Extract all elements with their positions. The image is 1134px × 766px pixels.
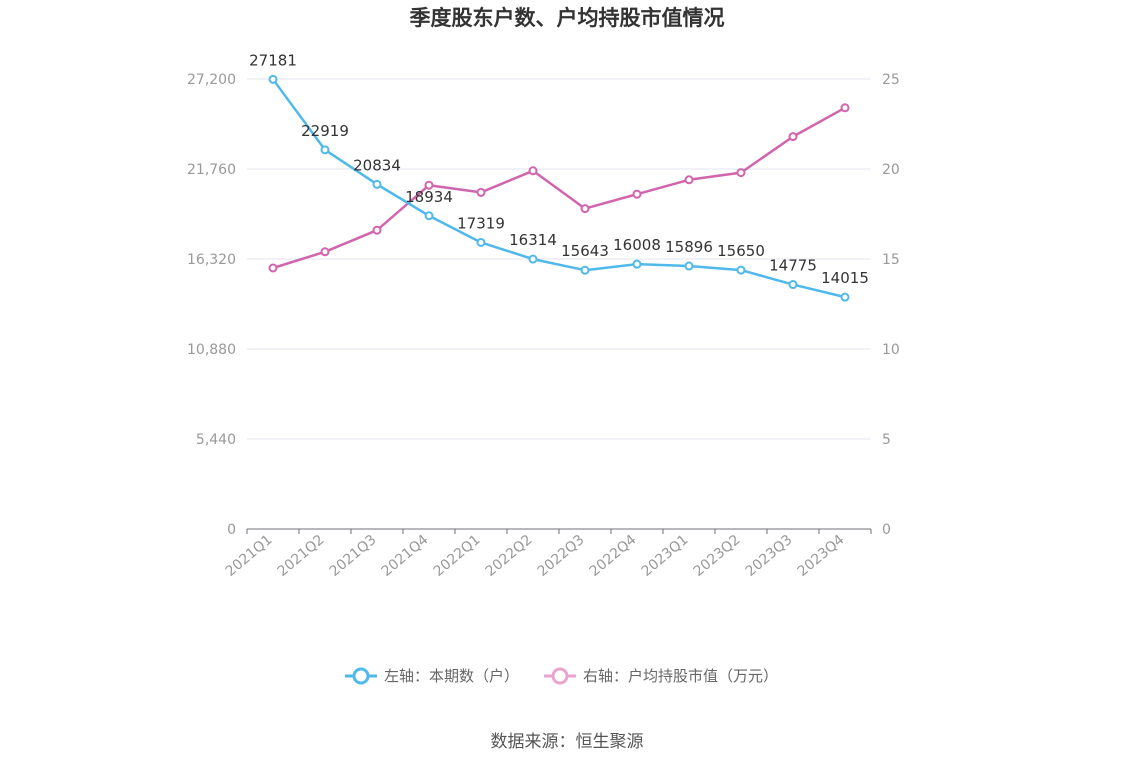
shareholder-count-point [320, 145, 330, 155]
avg-holding-value-point [736, 168, 746, 178]
legend-right-label: 右轴：户均持股市值（万元） [583, 667, 778, 685]
grid [247, 78, 871, 440]
shareholder-count-point [528, 254, 538, 264]
data-label: 20834 [353, 156, 401, 174]
avg-holding-value-point [424, 180, 434, 190]
series-shareholder-count [268, 74, 850, 302]
left-tick-label: 16,320 [187, 252, 236, 268]
source-note: 数据来源：恒生聚源 [491, 732, 644, 752]
shareholder-count-point [684, 261, 694, 271]
x-tick-label: 2021Q3 [327, 532, 380, 580]
avg-holding-value-point [684, 175, 694, 185]
avg-holding-value-line [272, 106, 846, 270]
right-axis: 0 5 10 15 20 25 [882, 72, 900, 538]
data-label: 18934 [405, 188, 453, 206]
data-label: 15643 [561, 242, 609, 260]
right-tick-label: 5 [882, 432, 891, 448]
right-tick-label: 0 [882, 522, 891, 538]
x-tick-label: 2023Q1 [639, 532, 692, 580]
chart-title: 季度股东户数、户均持股市值情况 [410, 6, 725, 30]
data-label: 17319 [457, 214, 505, 232]
shareholder-count-point [788, 280, 798, 290]
shareholder-count-point [736, 265, 746, 275]
x-tick-label: 2022Q3 [535, 532, 588, 580]
left-tick-label: 27,200 [187, 72, 236, 88]
x-axis: 2021Q1 2021Q2 2021Q3 2021Q4 2022Q1 2022Q2 2022… [223, 528, 872, 580]
data-label: 16008 [613, 236, 661, 254]
right-tick-label: 20 [882, 162, 900, 178]
data-label: 22919 [301, 122, 349, 140]
left-axis: 0 5,440 10,880 16,320 21,760 27,200 [187, 72, 236, 538]
avg-holding-value-point [840, 103, 850, 113]
shareholder-count-line [271, 78, 846, 299]
data-label: 14775 [769, 257, 817, 275]
legend-item-left-axis[interactable]: 左轴：本期数（户） [345, 667, 519, 685]
legend-right-marker-icon [551, 667, 569, 685]
x-tick-label: 2021Q2 [275, 532, 328, 580]
legend-left-label: 左轴：本期数（户） [384, 667, 519, 685]
x-tick-label: 2021Q4 [379, 532, 432, 580]
x-tick-label: 2023Q3 [743, 532, 796, 580]
avg-holding-value-point [372, 225, 382, 235]
avg-holding-value-point [320, 247, 330, 257]
data-label: 16314 [509, 231, 557, 249]
series-avg-holding-value [268, 103, 850, 273]
avg-holding-value-point [268, 263, 278, 273]
x-tick-label: 2023Q2 [691, 532, 744, 580]
data-label: 15896 [665, 238, 713, 256]
right-tick-label: 15 [882, 252, 900, 268]
shareholder-count-point [580, 265, 590, 275]
shareholder-count-point [372, 179, 382, 189]
x-tick-label: 2022Q1 [431, 532, 484, 580]
shareholder-count-point [268, 74, 278, 84]
data-label: 14015 [821, 269, 869, 287]
left-tick-label: 5,440 [196, 432, 236, 448]
left-tick-label: 0 [227, 522, 236, 538]
right-tick-label: 25 [882, 72, 900, 88]
left-tick-label: 21,760 [187, 162, 236, 178]
x-tick-label: 2022Q4 [587, 532, 640, 580]
right-tick-label: 10 [882, 342, 900, 358]
shareholder-count-point [632, 259, 642, 269]
legend: 左轴：本期数（户） 右轴：户均持股市值（万元） [345, 667, 778, 685]
avg-holding-value-point [528, 166, 538, 176]
legend-left-marker-icon [352, 667, 370, 685]
shareholder-count-point [476, 237, 486, 247]
left-tick-label: 10,880 [187, 342, 236, 358]
data-label: 15650 [717, 242, 765, 260]
shareholder-count-point [424, 211, 434, 221]
data-label: 27181 [249, 51, 297, 69]
legend-item-right-axis[interactable]: 右轴：户均持股市值（万元） [544, 667, 778, 685]
x-tick-label: 2023Q4 [795, 532, 848, 580]
shareholder-count-point [840, 292, 850, 302]
avg-holding-value-point [788, 132, 798, 142]
avg-holding-value-point [476, 187, 486, 197]
avg-holding-value-point [580, 204, 590, 214]
avg-holding-value-point [632, 189, 642, 199]
x-tick-label: 2021Q1 [223, 532, 276, 580]
x-tick-label: 2022Q2 [483, 532, 536, 580]
